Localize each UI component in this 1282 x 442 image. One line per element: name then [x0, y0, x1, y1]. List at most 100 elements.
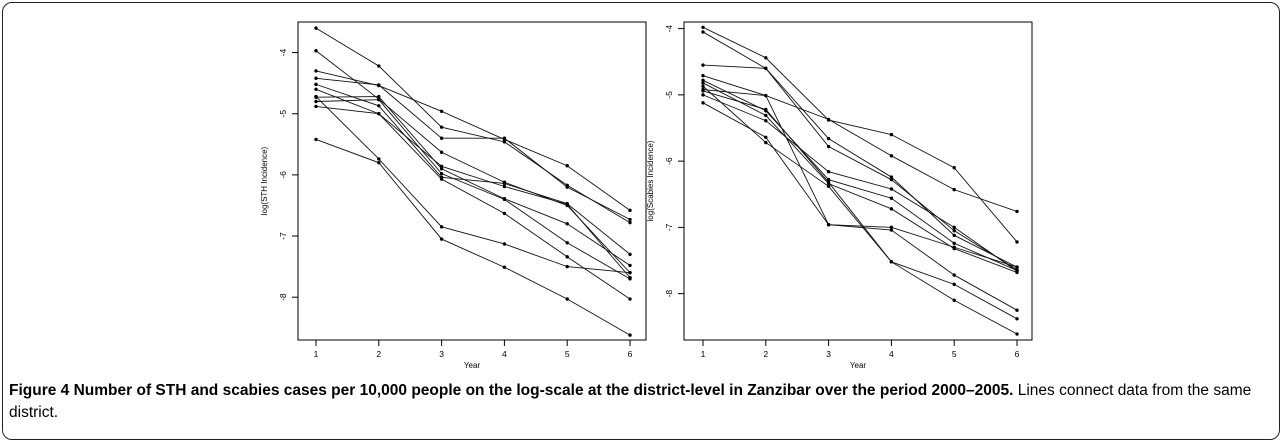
series-line: [702, 79, 1018, 271]
data-point: [826, 184, 831, 188]
data-point: [439, 167, 444, 171]
series-line: [702, 75, 1018, 212]
data-point: [889, 228, 894, 232]
data-point: [701, 101, 705, 105]
x-tick-label: 3: [439, 349, 444, 359]
data-point: [701, 63, 705, 67]
series-line: [702, 90, 1018, 335]
plot-box: [297, 21, 647, 341]
data-point: [826, 170, 831, 174]
data-point: [502, 265, 507, 269]
data-point: [952, 225, 956, 230]
x-tick-label: 5: [952, 349, 957, 359]
data-point: [502, 184, 507, 189]
series-line: [702, 31, 1018, 271]
series-line: [702, 102, 1018, 311]
data-point: [952, 298, 956, 302]
data-point: [952, 166, 956, 170]
series-line: [702, 82, 1018, 273]
data-point: [826, 117, 831, 122]
x-axis-label: Year: [850, 361, 867, 370]
data-point: [314, 94, 318, 99]
data-point: [764, 56, 768, 60]
data-point: [764, 119, 768, 123]
data-point: [377, 160, 381, 165]
data-point: [701, 93, 705, 97]
data-point: [502, 242, 507, 246]
data-point: [565, 297, 569, 301]
scabies-incidence-chart: 1 2 3 4 5 6 -4 -5 -6 -7 -8 Year log(Scabies Incidenc…: [646, 21, 1033, 370]
data-point: [701, 81, 705, 85]
data-point: [701, 25, 705, 29]
data-point: [1015, 209, 1019, 214]
data-point: [502, 181, 507, 186]
data-point: [439, 125, 444, 129]
y-axis-label: log(STH Incidence): [260, 146, 269, 215]
data-point: [439, 109, 444, 113]
data-point: [952, 245, 956, 249]
data-point: [1015, 308, 1019, 312]
y-tick-label: -5: [664, 91, 674, 99]
series-line: [315, 138, 631, 336]
data-point: [1015, 269, 1019, 273]
x-tick-label: 6: [1015, 349, 1020, 359]
x-tick-label: 4: [889, 349, 894, 359]
data-point: [628, 277, 632, 281]
series-line: [315, 105, 631, 300]
x-tick-label: 1: [701, 349, 706, 359]
data-point: [628, 208, 632, 213]
data-point: [764, 107, 768, 112]
series-line: [702, 64, 1018, 268]
data-point: [565, 202, 569, 206]
data-point: [628, 297, 632, 301]
y-tick-label: -8: [278, 293, 288, 301]
data-point: [952, 233, 956, 238]
series-line: [702, 26, 1018, 243]
data-point: [764, 135, 768, 139]
figure-charts: 1 2 3 4 5 6 -4 -5 -6 -7 -8 Year log(STH Incidence) 1…: [260, 21, 1033, 370]
data-point: [1015, 317, 1019, 321]
data-point: [952, 241, 956, 245]
data-point: [628, 217, 632, 222]
figure-label: Figure 4: [9, 382, 70, 399]
series-line: [315, 88, 631, 278]
data-point: [628, 333, 632, 337]
data-point: [952, 273, 956, 277]
data-point: [502, 197, 507, 202]
data-point: [889, 207, 894, 211]
data-point: [377, 64, 381, 68]
data-point: [889, 177, 894, 182]
data-point: [377, 97, 381, 102]
figure-title: Number of STH and scabies cases per 10,0…: [73, 382, 1014, 399]
data-point: [314, 99, 318, 104]
data-point: [502, 136, 507, 140]
data-point: [764, 66, 768, 71]
data-point: [314, 137, 318, 142]
data-point: [377, 94, 381, 99]
data-point: [565, 164, 569, 168]
data-point: [439, 171, 444, 176]
series-line: [315, 70, 631, 211]
y-tick-label: -4: [278, 49, 288, 57]
x-tick-label: 6: [628, 349, 633, 359]
data-point: [701, 89, 705, 93]
data-point: [439, 150, 444, 154]
data-point: [628, 263, 632, 268]
data-point: [889, 260, 894, 264]
data-point: [1015, 265, 1019, 269]
plot-box: [683, 21, 1033, 341]
data-point: [1015, 240, 1019, 244]
x-tick-label: 4: [502, 349, 507, 359]
data-point: [889, 132, 894, 137]
data-point: [565, 241, 569, 245]
series-line: [315, 96, 631, 274]
series-line: [702, 89, 1018, 268]
data-point: [502, 140, 507, 144]
series-line: [702, 94, 1018, 272]
data-point: [764, 140, 768, 145]
data-point: [314, 82, 318, 87]
figure-caption-text: Lines connect data from the same distric…: [9, 382, 1252, 421]
data-point: [701, 78, 705, 83]
series-line: [702, 85, 1018, 320]
